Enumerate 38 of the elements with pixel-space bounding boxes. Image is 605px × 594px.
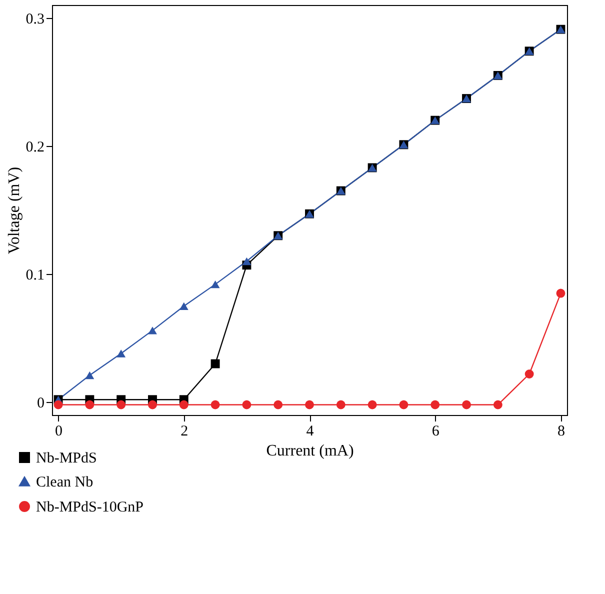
point	[399, 400, 408, 410]
y-tick-label: 0.3	[26, 11, 44, 28]
point	[242, 257, 252, 266]
point	[430, 400, 440, 410]
y-tick-label: 0	[37, 396, 44, 412]
y-tick-label: 0.2	[26, 139, 44, 156]
point	[148, 326, 157, 334]
point	[210, 280, 220, 288]
x-tick-label: 8	[557, 424, 565, 440]
x-tick-label: 6	[432, 424, 440, 440]
x-tick-label: 2	[180, 424, 188, 440]
point	[85, 400, 94, 410]
x-axis-title: Current (mA)	[266, 442, 354, 460]
point	[493, 400, 502, 410]
legend-label: Nb-MPdS	[36, 450, 97, 466]
point	[179, 400, 188, 410]
point	[179, 302, 188, 310]
x-tick-label: 0	[55, 424, 63, 440]
legend-label: Nb-MPdS-10GnP	[36, 500, 144, 516]
point	[524, 370, 534, 378]
point	[462, 400, 471, 410]
point	[242, 400, 252, 410]
y-tick-label: 0.1	[26, 268, 44, 284]
y-axis-title: Voltage (mV)	[6, 166, 23, 254]
point	[148, 400, 157, 410]
x-tick-label: 4	[306, 424, 314, 440]
point	[368, 400, 377, 410]
point	[336, 400, 346, 410]
legend-label: Clean Nb	[36, 474, 94, 490]
point	[305, 400, 314, 410]
point	[210, 400, 220, 410]
point	[116, 400, 126, 410]
point	[85, 371, 94, 380]
point	[210, 359, 220, 368]
point	[556, 288, 566, 298]
point	[274, 400, 283, 410]
point	[116, 350, 126, 358]
point	[54, 400, 63, 410]
